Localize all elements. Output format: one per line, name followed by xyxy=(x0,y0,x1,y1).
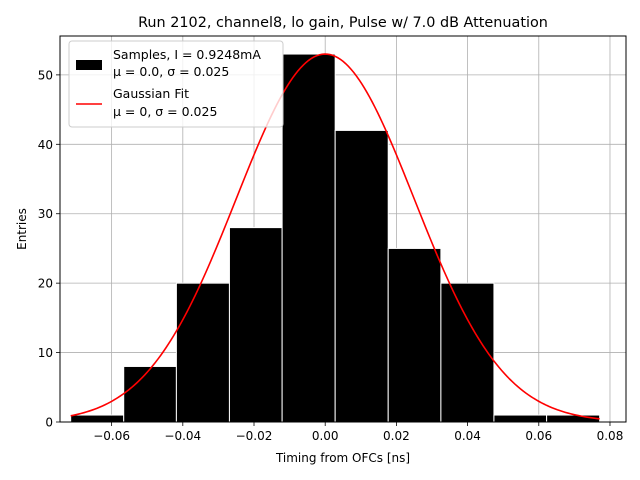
gaussian-fit xyxy=(70,53,600,420)
histogram-bar xyxy=(281,53,336,423)
y-tick-label: 30 xyxy=(38,207,53,221)
y-tick-label: 0 xyxy=(45,416,53,430)
histogram-bar xyxy=(440,282,495,423)
histogram-bar xyxy=(387,247,442,423)
histogram-bar xyxy=(123,365,177,423)
x-tick-label: −0.02 xyxy=(236,429,273,443)
legend-fit-label: Gaussian Fit xyxy=(113,86,189,101)
y-tick-label: 50 xyxy=(38,68,53,82)
legend-samples-swatch xyxy=(76,60,102,70)
chart-title: Run 2102, channel8, lo gain, Pulse w/ 7.… xyxy=(138,15,548,31)
histogram-bar xyxy=(228,227,283,423)
legend-fit-stats: μ = 0, σ = 0.025 xyxy=(113,104,217,119)
legend-samples-label: Samples, I = 0.9248mA xyxy=(113,47,261,62)
x-tick-label: 0.00 xyxy=(312,429,339,443)
histogram-bar xyxy=(175,282,230,423)
y-tick-label: 40 xyxy=(38,138,53,152)
x-tick-label: 0.04 xyxy=(454,429,481,443)
y-axis-ticks: 0 10 20 30 40 50 xyxy=(38,68,60,430)
legend-box xyxy=(68,40,284,128)
x-tick-label: 0.08 xyxy=(597,429,624,443)
x-tick-label: 0.06 xyxy=(525,429,552,443)
y-tick-label: 20 xyxy=(38,277,53,291)
x-tick-label: 0.02 xyxy=(383,429,410,443)
legend: Samples, I = 0.9248mA μ = 0.0, σ = 0.025… xyxy=(68,40,284,128)
x-axis-label: Timing from OFCs [ns] xyxy=(275,451,410,465)
legend-samples-stats: μ = 0.0, σ = 0.025 xyxy=(113,64,229,79)
x-tick-label: −0.06 xyxy=(93,429,130,443)
x-tick-label: −0.04 xyxy=(164,429,201,443)
histogram-bar xyxy=(334,129,389,423)
x-axis-ticks: −0.06 −0.04 −0.02 0.00 0.02 0.04 0.06 0.08 xyxy=(93,422,623,443)
gaussian-fit-curve xyxy=(70,53,600,420)
histogram-bars xyxy=(70,53,601,423)
y-axis-label: Entries xyxy=(15,208,29,250)
y-tick-label: 10 xyxy=(38,346,53,360)
histogram-bar xyxy=(70,414,125,423)
histogram-bar xyxy=(493,414,548,423)
plot-frame xyxy=(59,35,627,423)
